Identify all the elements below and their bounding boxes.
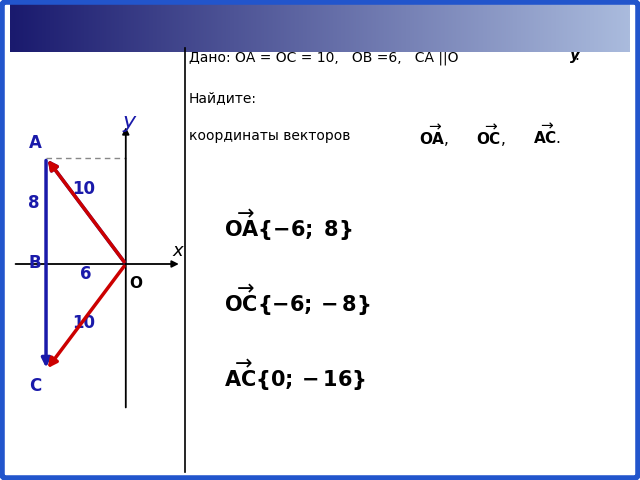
Text: $\overrightarrow{\mathbf{AC}}$$\mathbf{\{0;-16\}}$: $\overrightarrow{\mathbf{AC}}$$\mathbf{\… xyxy=(223,357,366,393)
Text: Дано: ОА = ОС = 10,   ОВ =6,   СА ||О: Дано: ОА = ОС = 10, ОВ =6, СА ||О xyxy=(189,50,458,65)
Text: 8: 8 xyxy=(28,194,40,212)
Text: O: O xyxy=(129,276,142,291)
Text: $\overrightarrow{\mathbf{OC}}$,: $\overrightarrow{\mathbf{OC}}$, xyxy=(476,123,506,149)
Text: $\mathit{x}$: $\mathit{x}$ xyxy=(172,242,186,260)
Text: координаты векторов: координаты векторов xyxy=(189,129,350,143)
Text: .: . xyxy=(574,48,579,63)
Text: $\overrightarrow{\mathbf{OC}}$$\mathbf{\{-6;-8\}}$: $\overrightarrow{\mathbf{OC}}$$\mathbf{\… xyxy=(223,282,371,318)
Text: $\overrightarrow{\mathbf{OA}}$,: $\overrightarrow{\mathbf{OA}}$, xyxy=(419,123,449,149)
Text: A: A xyxy=(29,134,42,152)
Text: 6: 6 xyxy=(80,264,92,283)
Text: C: C xyxy=(29,377,42,395)
Text: $\overrightarrow{\mathbf{OA}}$$\mathbf{\{-6;\ 8\}}$: $\overrightarrow{\mathbf{OA}}$$\mathbf{\… xyxy=(223,208,353,243)
Text: y: y xyxy=(570,48,580,63)
Text: 10: 10 xyxy=(72,314,95,332)
Text: $\mathit{y}$: $\mathit{y}$ xyxy=(122,114,138,134)
Text: 10: 10 xyxy=(72,180,95,198)
Text: $\overrightarrow{\mathbf{AC}}$.: $\overrightarrow{\mathbf{AC}}$. xyxy=(532,123,561,147)
Text: B: B xyxy=(29,253,42,272)
Text: Найдите:: Найдите: xyxy=(189,92,257,106)
